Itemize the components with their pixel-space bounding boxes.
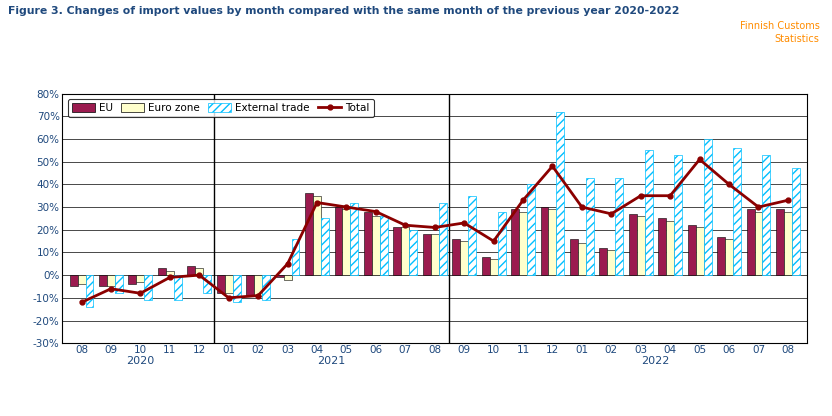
Bar xyxy=(792,168,800,275)
Bar xyxy=(586,178,594,275)
Bar xyxy=(696,228,704,275)
Bar xyxy=(468,196,476,275)
Bar xyxy=(688,225,696,275)
Bar xyxy=(128,275,136,284)
Bar xyxy=(225,275,233,293)
Bar xyxy=(557,112,564,275)
Bar xyxy=(498,212,506,275)
Bar xyxy=(394,228,401,275)
Bar xyxy=(350,203,359,275)
Bar xyxy=(262,275,270,300)
Bar xyxy=(99,275,107,287)
Bar xyxy=(187,266,196,275)
Bar xyxy=(233,275,240,302)
Bar xyxy=(321,218,329,275)
Bar xyxy=(527,184,535,275)
Bar xyxy=(136,275,145,282)
Bar xyxy=(578,243,586,275)
Bar xyxy=(460,241,468,275)
Bar xyxy=(305,193,313,275)
Bar xyxy=(704,139,711,275)
Bar xyxy=(616,178,623,275)
Bar xyxy=(453,239,460,275)
Bar xyxy=(86,275,93,307)
Bar xyxy=(511,209,519,275)
Bar xyxy=(489,259,498,275)
Bar xyxy=(217,275,225,293)
Bar xyxy=(158,268,166,275)
Bar xyxy=(607,250,616,275)
Bar xyxy=(196,268,203,275)
Bar xyxy=(717,237,725,275)
Bar xyxy=(519,212,527,275)
Text: 2022: 2022 xyxy=(641,356,670,366)
Bar xyxy=(313,196,321,275)
Bar xyxy=(107,275,115,287)
Bar xyxy=(174,275,181,300)
Bar xyxy=(658,218,666,275)
Bar xyxy=(725,239,733,275)
Bar xyxy=(636,216,645,275)
Bar xyxy=(629,214,636,275)
Bar xyxy=(409,230,417,275)
Bar xyxy=(570,239,578,275)
Bar xyxy=(645,150,652,275)
Bar xyxy=(548,209,557,275)
Bar xyxy=(776,209,784,275)
Bar xyxy=(674,155,682,275)
Bar xyxy=(755,212,762,275)
Legend: EU, Euro zone, External trade, Total: EU, Euro zone, External trade, Total xyxy=(67,99,374,117)
Bar xyxy=(541,207,548,275)
Bar xyxy=(380,216,388,275)
Text: Figure 3. Changes of import values by month compared with the same month of the : Figure 3. Changes of import values by mo… xyxy=(8,6,680,16)
Bar xyxy=(423,234,431,275)
Text: 2020: 2020 xyxy=(126,356,155,366)
Text: Finnish Customs
Statistics: Finnish Customs Statistics xyxy=(740,21,820,44)
Bar xyxy=(733,148,741,275)
Bar xyxy=(166,270,174,275)
Bar xyxy=(372,216,380,275)
Bar xyxy=(401,228,409,275)
Bar xyxy=(291,239,300,275)
Bar xyxy=(666,220,674,275)
Bar xyxy=(364,212,372,275)
Bar xyxy=(599,248,607,275)
Bar xyxy=(246,275,254,295)
Bar xyxy=(275,275,284,277)
Bar xyxy=(70,275,77,287)
Bar xyxy=(431,234,438,275)
Bar xyxy=(115,275,123,293)
Text: 2021: 2021 xyxy=(318,356,346,366)
Bar xyxy=(762,155,770,275)
Bar xyxy=(145,275,152,300)
Bar xyxy=(284,275,291,280)
Bar xyxy=(343,209,350,275)
Bar xyxy=(334,207,343,275)
Bar xyxy=(203,275,211,293)
Bar xyxy=(746,209,755,275)
Bar xyxy=(438,203,447,275)
Bar xyxy=(77,275,86,284)
Bar xyxy=(482,257,489,275)
Bar xyxy=(784,212,792,275)
Bar xyxy=(254,275,262,295)
